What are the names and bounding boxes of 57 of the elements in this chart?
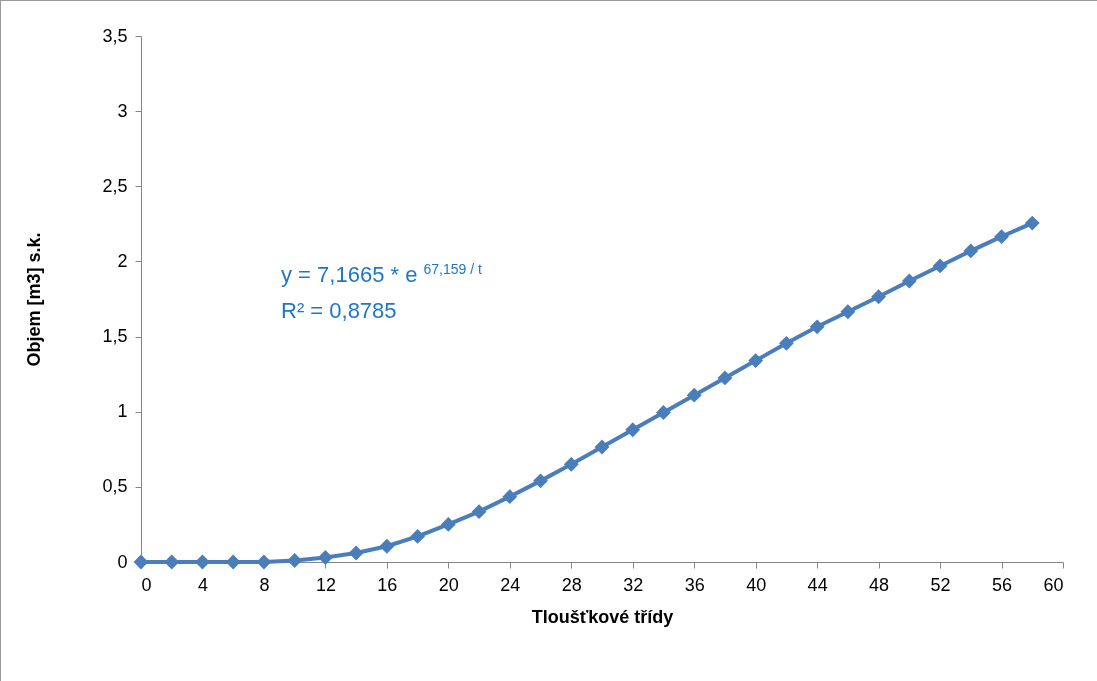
annotation: R² = 0,8785 bbox=[281, 297, 398, 326]
x-tick-label: 40 bbox=[746, 574, 767, 595]
y-axis-title: Objem [m3] s.k. bbox=[24, 232, 45, 367]
point bbox=[225, 554, 241, 570]
point bbox=[963, 243, 979, 259]
point bbox=[287, 553, 303, 568]
x-tick-label: 48 bbox=[869, 574, 890, 595]
point bbox=[686, 387, 702, 403]
y-tick-label: 1 bbox=[117, 401, 128, 422]
point bbox=[348, 545, 364, 561]
x-tick-label: 16 bbox=[377, 574, 398, 595]
point bbox=[717, 370, 733, 386]
point bbox=[410, 529, 426, 544]
annotation: y = 7,1665 * e $^{67,159 / t}$ bbox=[281, 260, 482, 290]
point bbox=[256, 554, 272, 570]
point bbox=[379, 538, 395, 554]
point bbox=[1024, 215, 1040, 231]
point bbox=[502, 489, 518, 505]
point bbox=[778, 335, 794, 351]
point bbox=[317, 550, 333, 565]
y-tick-label: 2,5 bbox=[102, 175, 128, 196]
x-tick-label: 8 bbox=[259, 574, 270, 595]
x-tick-label: 12 bbox=[315, 574, 336, 595]
point bbox=[656, 405, 671, 420]
point bbox=[533, 473, 548, 489]
y-tick-label: 0 bbox=[117, 551, 128, 572]
point bbox=[133, 554, 149, 570]
x-axis-title: Tloušťkové třídy bbox=[531, 606, 674, 627]
point bbox=[440, 517, 456, 532]
x-tick-label: 32 bbox=[623, 574, 644, 595]
x-tick-label: 24 bbox=[500, 574, 521, 595]
x-tick-label: 56 bbox=[992, 574, 1013, 595]
point bbox=[809, 319, 825, 335]
y-tick-label: 1,5 bbox=[102, 326, 128, 347]
point bbox=[748, 353, 764, 369]
point bbox=[563, 456, 579, 472]
point bbox=[840, 304, 856, 320]
x-tick-label: 4 bbox=[197, 574, 208, 595]
y-tick-label: 3,5 bbox=[102, 25, 128, 46]
x-tick-label: 0 bbox=[141, 574, 152, 595]
x-tick-label: 36 bbox=[684, 574, 705, 595]
point bbox=[625, 422, 641, 438]
y-tick-label: 2 bbox=[117, 250, 128, 271]
point bbox=[195, 554, 210, 570]
point bbox=[871, 289, 887, 305]
y-tick-label: 0,5 bbox=[102, 476, 128, 497]
x-tick-label: 44 bbox=[807, 574, 828, 595]
x-tick-label: 52 bbox=[930, 574, 951, 595]
point bbox=[471, 504, 487, 520]
point bbox=[932, 258, 948, 274]
y-tick-label: 3 bbox=[117, 100, 128, 121]
x-tick-label: 60 bbox=[1043, 574, 1064, 595]
point bbox=[901, 273, 917, 289]
point bbox=[994, 229, 1009, 245]
x-tick-label: 28 bbox=[561, 574, 582, 595]
x-tick-label: 20 bbox=[438, 574, 459, 595]
point bbox=[594, 439, 610, 455]
